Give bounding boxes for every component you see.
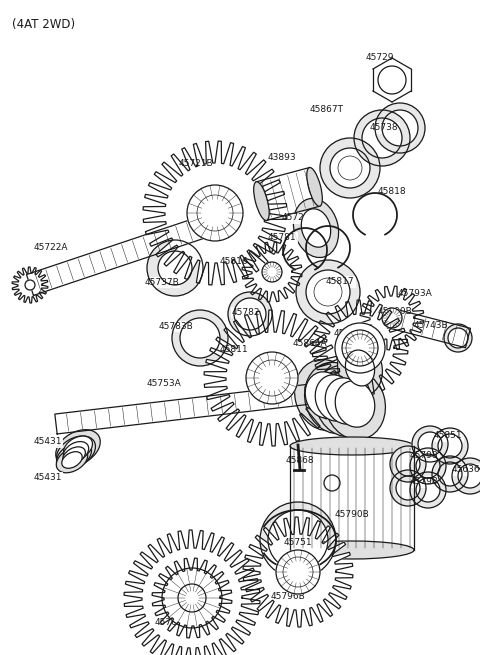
Polygon shape bbox=[152, 558, 232, 638]
Text: 45431: 45431 bbox=[34, 474, 62, 483]
Polygon shape bbox=[390, 470, 426, 506]
Circle shape bbox=[178, 584, 206, 612]
Ellipse shape bbox=[305, 372, 345, 418]
Ellipse shape bbox=[314, 365, 375, 437]
Polygon shape bbox=[452, 458, 480, 494]
Polygon shape bbox=[410, 448, 446, 484]
Text: 45798: 45798 bbox=[410, 477, 439, 487]
Polygon shape bbox=[204, 310, 340, 446]
Ellipse shape bbox=[56, 430, 100, 466]
Polygon shape bbox=[390, 446, 426, 482]
Text: 45811: 45811 bbox=[220, 345, 248, 354]
Text: 45783B: 45783B bbox=[158, 322, 193, 331]
Ellipse shape bbox=[295, 360, 355, 430]
Polygon shape bbox=[55, 380, 346, 434]
Text: (4AT 2WD): (4AT 2WD) bbox=[12, 18, 75, 31]
Text: 45431: 45431 bbox=[34, 438, 62, 447]
Polygon shape bbox=[412, 426, 448, 462]
Text: 45781: 45781 bbox=[268, 233, 297, 242]
Circle shape bbox=[382, 308, 402, 328]
Text: 45760B: 45760B bbox=[155, 618, 190, 627]
Polygon shape bbox=[312, 300, 408, 396]
Polygon shape bbox=[320, 138, 380, 198]
Text: 45722A: 45722A bbox=[34, 244, 68, 252]
Polygon shape bbox=[444, 324, 472, 352]
Polygon shape bbox=[432, 456, 468, 492]
Polygon shape bbox=[228, 292, 272, 336]
Text: 45819: 45819 bbox=[334, 329, 362, 338]
Text: 45851: 45851 bbox=[434, 432, 463, 441]
Ellipse shape bbox=[63, 436, 93, 460]
Polygon shape bbox=[26, 208, 233, 295]
Ellipse shape bbox=[62, 447, 85, 465]
Polygon shape bbox=[143, 141, 287, 285]
Ellipse shape bbox=[57, 436, 96, 468]
Text: 45636B: 45636B bbox=[452, 466, 480, 474]
Ellipse shape bbox=[346, 350, 374, 386]
Text: 45751: 45751 bbox=[284, 538, 312, 547]
Text: 45890B: 45890B bbox=[378, 307, 413, 316]
Text: 45818: 45818 bbox=[378, 187, 407, 196]
Polygon shape bbox=[360, 286, 424, 350]
Text: 45729: 45729 bbox=[366, 53, 394, 62]
Text: 45737B: 45737B bbox=[144, 278, 180, 287]
Text: 45728D: 45728D bbox=[282, 214, 317, 223]
Text: 45798: 45798 bbox=[410, 451, 439, 460]
Ellipse shape bbox=[57, 442, 92, 470]
Polygon shape bbox=[410, 472, 446, 508]
Polygon shape bbox=[260, 502, 336, 578]
Text: 45721B: 45721B bbox=[179, 159, 213, 168]
Text: 43893: 43893 bbox=[268, 153, 297, 162]
Circle shape bbox=[246, 352, 298, 404]
Polygon shape bbox=[387, 309, 470, 348]
Text: 45864A: 45864A bbox=[293, 339, 327, 348]
Text: 45753A: 45753A bbox=[146, 379, 181, 388]
Ellipse shape bbox=[301, 209, 331, 247]
Circle shape bbox=[262, 262, 282, 282]
Polygon shape bbox=[242, 242, 302, 302]
Ellipse shape bbox=[307, 168, 323, 206]
Polygon shape bbox=[432, 428, 468, 464]
Circle shape bbox=[276, 550, 320, 594]
Ellipse shape bbox=[56, 447, 88, 473]
Text: 45817: 45817 bbox=[326, 278, 355, 286]
Polygon shape bbox=[172, 310, 228, 366]
Ellipse shape bbox=[290, 437, 414, 455]
Ellipse shape bbox=[63, 441, 89, 462]
Text: 45793A: 45793A bbox=[397, 289, 432, 298]
Circle shape bbox=[342, 330, 378, 366]
Text: 45816: 45816 bbox=[219, 257, 248, 267]
Polygon shape bbox=[375, 103, 425, 153]
Circle shape bbox=[187, 185, 243, 241]
Polygon shape bbox=[354, 110, 410, 166]
Ellipse shape bbox=[253, 181, 269, 221]
Text: 45867T: 45867T bbox=[310, 105, 344, 115]
Ellipse shape bbox=[305, 362, 365, 434]
Polygon shape bbox=[243, 517, 353, 627]
Circle shape bbox=[25, 280, 35, 290]
Ellipse shape bbox=[325, 378, 365, 424]
Polygon shape bbox=[296, 260, 360, 324]
Ellipse shape bbox=[293, 198, 338, 257]
Ellipse shape bbox=[62, 452, 82, 468]
Text: 45868: 45868 bbox=[286, 456, 314, 465]
Ellipse shape bbox=[324, 368, 385, 440]
Polygon shape bbox=[124, 530, 260, 655]
Polygon shape bbox=[12, 267, 48, 303]
Ellipse shape bbox=[337, 341, 383, 396]
Ellipse shape bbox=[290, 541, 414, 559]
Text: 45796B: 45796B bbox=[271, 592, 305, 601]
Text: 45782: 45782 bbox=[232, 308, 260, 317]
Polygon shape bbox=[147, 240, 203, 296]
Text: 45743B: 45743B bbox=[413, 322, 448, 331]
Ellipse shape bbox=[315, 375, 355, 421]
Circle shape bbox=[335, 323, 385, 373]
Circle shape bbox=[162, 568, 222, 628]
Ellipse shape bbox=[335, 381, 375, 427]
Text: 45738: 45738 bbox=[370, 124, 398, 132]
Text: 45790B: 45790B bbox=[335, 510, 370, 519]
